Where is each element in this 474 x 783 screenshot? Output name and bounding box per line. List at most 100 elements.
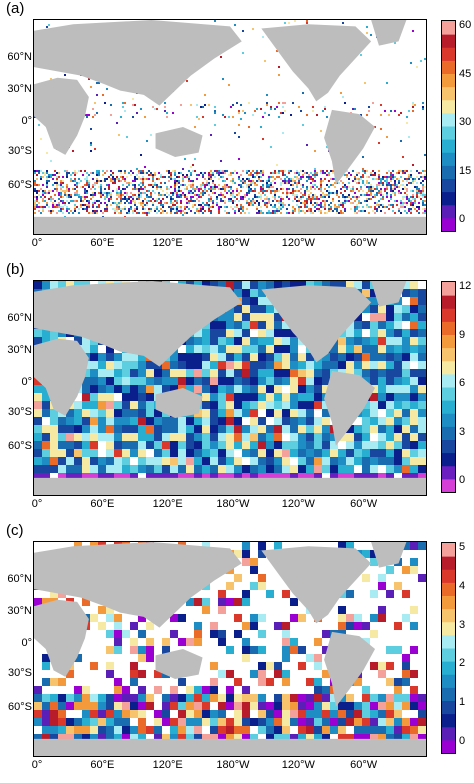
data-cell: [408, 182, 410, 184]
data-cell: [386, 361, 394, 369]
data-cell: [114, 409, 122, 417]
data-cell: [282, 457, 290, 465]
data-cell: [98, 206, 100, 208]
data-cell: [342, 206, 344, 208]
data-cell: [90, 172, 92, 174]
data-cell: [424, 204, 426, 206]
data-cell: [306, 176, 308, 178]
data-cell: [418, 377, 426, 385]
data-cell: [84, 190, 86, 192]
data-cell: [292, 180, 294, 182]
data-cell: [66, 174, 68, 176]
data-cell: [144, 178, 146, 180]
data-cell: [64, 190, 66, 192]
data-cell: [72, 172, 74, 174]
data-cell: [114, 622, 122, 630]
data-cell: [60, 182, 62, 184]
data-cell: [44, 206, 46, 208]
data-cell: [258, 297, 266, 305]
data-cell: [140, 186, 142, 188]
data-cell: [118, 208, 120, 210]
data-cell: [230, 194, 232, 196]
data-cell: [162, 206, 164, 208]
data-cell: [94, 202, 96, 204]
data-cell: [50, 726, 58, 734]
data-cell: [422, 184, 424, 186]
data-cell: [164, 202, 166, 204]
colorbar-swatch: [442, 400, 455, 414]
data-cell: [138, 425, 146, 433]
data-cell: [402, 409, 410, 417]
data-cell: [382, 198, 384, 200]
data-cell: [306, 353, 314, 361]
data-cell: [192, 184, 194, 186]
data-cell: [42, 281, 50, 289]
data-cell: [132, 180, 134, 182]
data-cell: [200, 204, 202, 206]
data-cell: [412, 102, 414, 104]
data-cell: [178, 441, 186, 449]
data-cell: [122, 726, 130, 734]
data-cell: [346, 694, 354, 702]
data-cell: [390, 188, 392, 190]
land-mass: [34, 20, 242, 106]
data-cell: [60, 208, 62, 210]
data-cell: [362, 353, 370, 361]
data-cell: [88, 200, 90, 202]
data-cell: [82, 196, 84, 198]
data-cell: [170, 210, 172, 212]
data-cell: [286, 208, 288, 210]
data-cell: [62, 180, 64, 182]
data-cell: [94, 114, 96, 116]
data-cell: [306, 369, 314, 377]
data-cell: [106, 710, 114, 718]
data-cell: [308, 210, 310, 212]
data-cell: [230, 206, 232, 208]
data-cell: [128, 184, 130, 186]
data-cell: [210, 734, 218, 742]
data-cell: [76, 206, 78, 208]
data-cell: [270, 184, 272, 186]
data-cell: [262, 36, 264, 38]
data-cell: [90, 212, 92, 214]
data-cell: [274, 393, 282, 401]
data-cell: [370, 550, 378, 558]
data-cell: [410, 297, 418, 305]
data-cell: [316, 172, 318, 174]
data-cell: [418, 473, 426, 481]
data-cell: [78, 194, 80, 196]
data-cell: [354, 702, 362, 710]
colorbar-tick-label: 9: [459, 328, 466, 341]
data-cell: [214, 20, 216, 22]
data-cell: [210, 473, 218, 481]
data-cell: [42, 409, 50, 417]
data-cell: [392, 210, 394, 212]
data-cell: [338, 345, 346, 353]
data-cell: [290, 170, 292, 172]
data-cell: [234, 433, 242, 441]
data-cell: [412, 110, 414, 112]
data-cell: [148, 200, 150, 202]
data-cell: [400, 200, 402, 202]
data-cell: [80, 204, 82, 206]
data-cell: [234, 212, 236, 214]
data-cell: [252, 200, 254, 202]
data-cell: [406, 212, 408, 214]
data-cell: [50, 174, 52, 176]
data-cell: [122, 425, 130, 433]
data-cell: [378, 361, 386, 369]
latitude-label: 60°N: [7, 50, 32, 63]
data-cell: [254, 110, 256, 112]
data-cell: [394, 353, 402, 361]
data-cell: [124, 110, 126, 112]
data-cell: [138, 353, 146, 361]
data-cell: [180, 212, 182, 214]
data-cell: [408, 136, 410, 138]
data-cell: [66, 190, 68, 192]
data-cell: [192, 200, 194, 202]
data-cell: [246, 200, 248, 202]
data-cell: [242, 409, 250, 417]
data-cell: [198, 118, 200, 120]
data-cell: [170, 196, 172, 198]
data-cell: [416, 206, 418, 208]
